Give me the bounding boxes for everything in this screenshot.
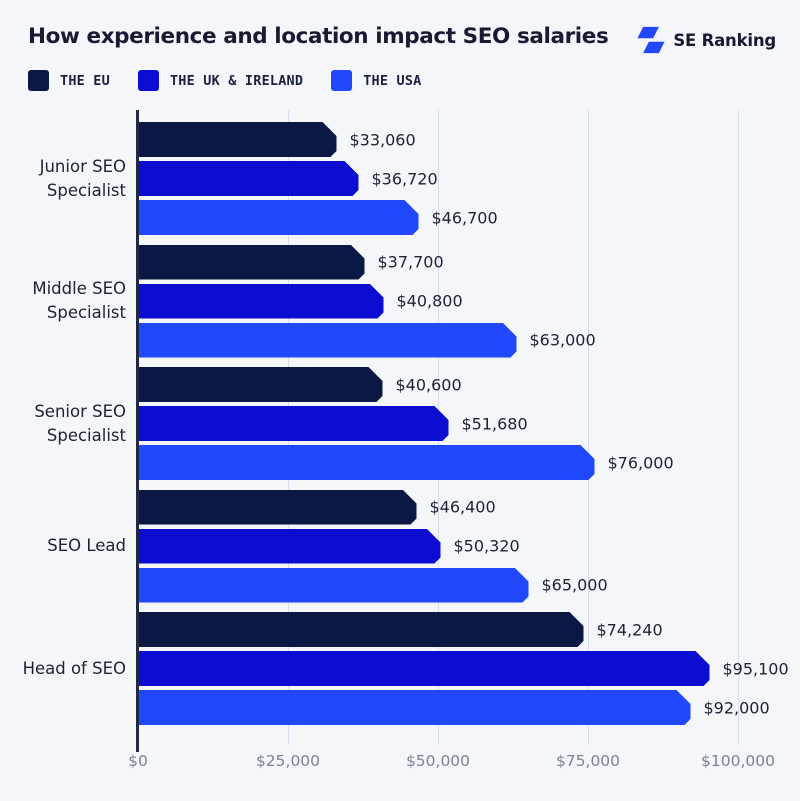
legend-swatch bbox=[331, 70, 353, 91]
bar bbox=[139, 367, 383, 402]
bar-value-label: $37,700 bbox=[377, 252, 444, 272]
legend-swatch bbox=[137, 70, 159, 91]
gridline bbox=[588, 110, 589, 745]
bar-value-label: $51,680 bbox=[461, 414, 528, 433]
bar bbox=[139, 161, 359, 196]
lightning-bolt-icon bbox=[637, 26, 665, 54]
legend-label: THE EU bbox=[60, 72, 110, 89]
bar-value-label: $50,320 bbox=[453, 536, 520, 556]
x-tick-label: $100,000 bbox=[701, 752, 775, 770]
bar-value-label: $95,100 bbox=[722, 659, 789, 678]
bar-value-label: $33,060 bbox=[349, 130, 416, 149]
x-tick-label: $0 bbox=[128, 752, 148, 770]
bar bbox=[139, 612, 584, 647]
legend-label: THE UK & IRELAND bbox=[169, 72, 304, 89]
bar bbox=[139, 568, 529, 603]
bar-value-label: $46,400 bbox=[429, 497, 496, 517]
header: How experience and location impact SEO s… bbox=[28, 24, 776, 54]
bar-value-label: $76,000 bbox=[607, 453, 674, 472]
legend-label: THE USA bbox=[363, 72, 422, 89]
gridline bbox=[738, 110, 739, 745]
page-title: How experience and location impact SEO s… bbox=[28, 24, 609, 49]
legend-swatch bbox=[28, 70, 49, 91]
bar-value-label: $36,720 bbox=[371, 169, 438, 188]
category-label: Senior SEO Specialist bbox=[34, 401, 126, 445]
bar bbox=[139, 323, 517, 358]
category-label: Middle SEO Specialist bbox=[32, 279, 126, 322]
brand-name: SE Ranking bbox=[673, 30, 776, 50]
bar bbox=[139, 651, 710, 686]
x-tick-label: $75,000 bbox=[555, 752, 621, 770]
category-label: SEO Lead bbox=[47, 536, 126, 555]
bar-value-label: $63,000 bbox=[529, 330, 596, 350]
legend: THE EU THE UK & IRELAND THE USA bbox=[28, 70, 422, 91]
x-tick-label: $50,000 bbox=[405, 752, 471, 770]
bar bbox=[139, 445, 595, 480]
category-label: Junior SEO Specialist bbox=[39, 156, 126, 200]
bar bbox=[139, 200, 419, 235]
bar bbox=[139, 529, 441, 564]
bar bbox=[139, 245, 365, 280]
brand-logo: SE Ranking bbox=[637, 26, 776, 54]
bar-value-label: $92,000 bbox=[703, 698, 770, 717]
legend-item: THE UK & IRELAND bbox=[137, 70, 304, 91]
bar bbox=[139, 406, 449, 441]
legend-item: THE USA bbox=[331, 70, 421, 91]
bar bbox=[139, 690, 691, 725]
legend-item: THE EU bbox=[28, 70, 110, 91]
bar bbox=[139, 122, 337, 157]
bar-value-label: $40,800 bbox=[396, 291, 463, 311]
bar-value-label: $74,240 bbox=[596, 620, 663, 639]
bar-value-label: $46,700 bbox=[431, 208, 498, 227]
bar-value-label: $65,000 bbox=[541, 575, 608, 595]
category-label: Head of SEO bbox=[22, 658, 126, 678]
bar-value-label: $40,600 bbox=[395, 375, 462, 394]
bar bbox=[139, 284, 384, 319]
y-axis-line bbox=[136, 110, 139, 752]
bar bbox=[139, 490, 417, 525]
x-tick-label: $25,000 bbox=[255, 752, 321, 770]
